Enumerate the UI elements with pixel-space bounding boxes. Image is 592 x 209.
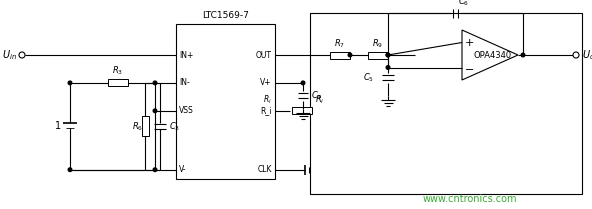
Bar	[330, 51, 350, 59]
Circle shape	[521, 53, 525, 57]
Circle shape	[386, 53, 390, 57]
Circle shape	[68, 81, 72, 85]
Text: $C_5$: $C_5$	[363, 71, 374, 84]
Text: $R_9$: $R_9$	[372, 37, 384, 50]
Circle shape	[68, 168, 72, 172]
Circle shape	[19, 52, 25, 58]
Text: $R_6$: $R_6$	[133, 120, 144, 133]
Text: CLK: CLK	[258, 165, 272, 174]
Text: $U_{in}$: $U_{in}$	[2, 48, 17, 62]
Text: $-$: $-$	[464, 62, 474, 73]
Text: OPA4340: OPA4340	[474, 51, 512, 60]
Bar	[176, 24, 275, 179]
Circle shape	[153, 81, 157, 85]
Bar	[368, 51, 388, 59]
Bar	[141, 116, 149, 136]
Text: $C_3$: $C_3$	[169, 120, 180, 133]
Polygon shape	[462, 30, 518, 80]
Bar	[310, 13, 582, 194]
Circle shape	[348, 53, 352, 57]
Text: VSS: VSS	[179, 106, 194, 115]
Text: LTC1569-7: LTC1569-7	[202, 11, 249, 20]
Circle shape	[386, 66, 390, 69]
Text: $R_7$: $R_7$	[334, 37, 346, 50]
Text: OUT: OUT	[256, 51, 272, 60]
Text: IN-: IN-	[179, 78, 190, 87]
Circle shape	[573, 52, 579, 58]
Circle shape	[386, 53, 390, 57]
Text: R_i: R_i	[260, 106, 272, 115]
Bar	[108, 79, 128, 86]
Text: 1: 1	[55, 121, 61, 131]
Text: V-: V-	[179, 165, 186, 174]
Text: $C_4$: $C_4$	[311, 90, 322, 102]
Text: $R_i$: $R_i$	[263, 93, 272, 106]
Text: V+: V+	[260, 78, 272, 87]
Bar	[292, 107, 312, 114]
Text: $R_i$: $R_i$	[315, 93, 324, 106]
Text: IN+: IN+	[179, 51, 194, 60]
Text: www.cntronics.com: www.cntronics.com	[423, 194, 517, 204]
Circle shape	[153, 168, 157, 172]
Circle shape	[153, 109, 157, 113]
Text: $U_{out}$: $U_{out}$	[582, 48, 592, 62]
Text: +: +	[464, 37, 474, 47]
Text: $C_6$: $C_6$	[458, 0, 469, 8]
Text: $R_3$: $R_3$	[112, 65, 124, 77]
Circle shape	[301, 81, 305, 85]
